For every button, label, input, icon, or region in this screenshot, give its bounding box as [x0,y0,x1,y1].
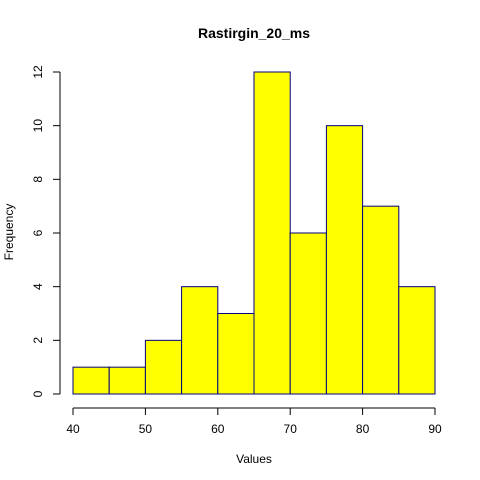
x-axis-label: Values [236,452,272,466]
y-axis-label: Frequency [2,204,16,261]
histogram-bar-2 [144,339,183,395]
x-tick-label: 90 [428,422,442,436]
histogram-bar-3 [181,286,219,395]
chart-title: Rastirgin_20_ms [198,25,310,41]
y-axis: 0 2 4 6 8 10 12 [31,65,61,397]
x-tick-label: 50 [139,422,153,436]
histogram-bar-0 [72,366,110,395]
histogram-bar-6 [289,232,327,395]
histogram-bar-8 [362,205,400,395]
x-tick-label: 80 [356,422,370,436]
x-tick-label: 70 [284,422,298,436]
x-tick-label: 40 [66,422,80,436]
y-tick-label: 8 [31,176,45,183]
histogram-bar-5 [253,71,291,395]
x-tick-label: 60 [211,422,225,436]
y-tick-label: 6 [31,229,45,236]
histogram-bar-7 [325,125,364,395]
y-tick-label: 10 [31,119,45,133]
histogram-bar-1 [108,366,146,395]
y-tick-label: 2 [31,337,45,344]
x-axis: 40 50 60 70 80 90 [66,407,442,436]
histogram-bar-4 [217,313,255,395]
y-tick-label: 0 [31,390,45,397]
bars-group [72,71,436,395]
histogram-bar-9 [398,286,436,395]
y-tick-label: 12 [31,65,45,79]
y-tick-label: 4 [31,283,45,290]
